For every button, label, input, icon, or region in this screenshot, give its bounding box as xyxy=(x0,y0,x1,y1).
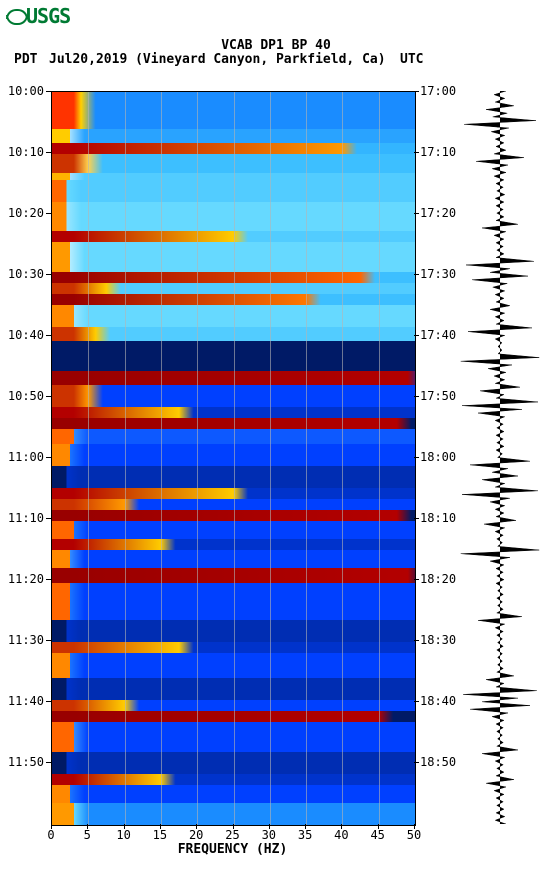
timezone-left-label: PDT xyxy=(14,52,37,67)
y-tick-left: 10:20 xyxy=(4,206,44,220)
y-tick-right: 18:20 xyxy=(420,572,456,586)
y-tick-right: 17:30 xyxy=(420,267,456,281)
y-tick-left: 10:50 xyxy=(4,389,44,403)
seismic-trace xyxy=(460,91,540,824)
x-tick: 45 xyxy=(370,828,384,842)
y-tick-right: 17:20 xyxy=(420,206,456,220)
y-tick-left: 11:20 xyxy=(4,572,44,586)
y-tick-right: 18:30 xyxy=(420,633,456,647)
y-tick-right: 18:10 xyxy=(420,511,456,525)
y-tick-right: 17:10 xyxy=(420,145,456,159)
x-axis-title: FREQUENCY (HZ) xyxy=(51,842,414,857)
x-tick: 15 xyxy=(153,828,167,842)
x-tick: 30 xyxy=(262,828,276,842)
y-tick-right: 17:00 xyxy=(420,84,456,98)
x-tick: 5 xyxy=(84,828,91,842)
y-tick-left: 11:50 xyxy=(4,755,44,769)
x-tick: 40 xyxy=(334,828,348,842)
y-tick-right: 18:00 xyxy=(420,450,456,464)
logo-text: USGS xyxy=(26,4,70,28)
y-tick-left: 11:40 xyxy=(4,694,44,708)
y-tick-left: 10:10 xyxy=(4,145,44,159)
x-tick: 20 xyxy=(189,828,203,842)
usgs-logo: USGS xyxy=(6,4,70,28)
x-tick: 50 xyxy=(407,828,421,842)
y-tick-left: 11:30 xyxy=(4,633,44,647)
y-tick-left: 10:40 xyxy=(4,328,44,342)
y-tick-right: 18:40 xyxy=(420,694,456,708)
x-tick: 25 xyxy=(225,828,239,842)
y-tick-right: 17:40 xyxy=(420,328,456,342)
chart-title: VCAB DP1 BP 40 xyxy=(0,38,552,53)
usgs-wave-icon xyxy=(6,7,24,25)
timezone-right-label: UTC xyxy=(400,52,423,67)
x-tick: 10 xyxy=(116,828,130,842)
chart-subtitle: Jul20,2019 (Vineyard Canyon, Parkfield, … xyxy=(49,52,386,67)
y-tick-left: 11:00 xyxy=(4,450,44,464)
x-tick: 0 xyxy=(47,828,54,842)
spectrogram-plot xyxy=(51,91,416,826)
y-tick-right: 17:50 xyxy=(420,389,456,403)
y-tick-right: 18:50 xyxy=(420,755,456,769)
x-tick: 35 xyxy=(298,828,312,842)
y-tick-left: 10:30 xyxy=(4,267,44,281)
y-tick-left: 11:10 xyxy=(4,511,44,525)
y-tick-left: 10:00 xyxy=(4,84,44,98)
